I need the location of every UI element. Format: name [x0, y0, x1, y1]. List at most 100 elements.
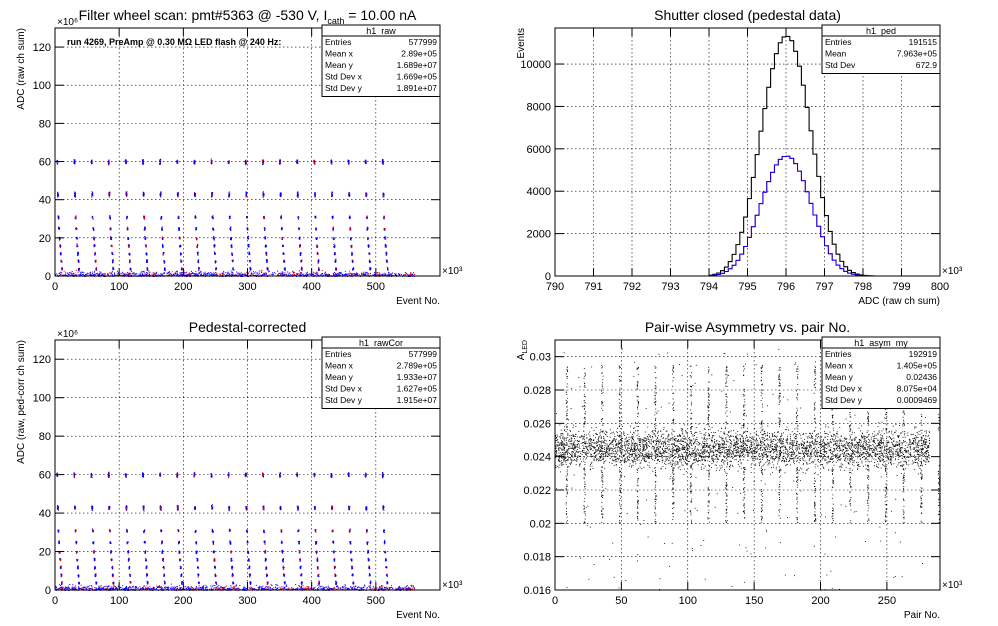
data-point — [74, 159, 76, 161]
data-point — [126, 542, 128, 544]
data-point — [93, 236, 95, 238]
data-point — [281, 273, 283, 275]
data-point — [288, 274, 290, 276]
data-point — [94, 254, 96, 256]
data-point — [414, 273, 416, 275]
data-point — [162, 273, 164, 275]
data-point — [108, 159, 110, 161]
data-point — [227, 160, 229, 162]
data-point — [84, 274, 86, 276]
data-point — [210, 273, 212, 275]
data-point — [381, 273, 383, 275]
data-point — [278, 274, 280, 276]
data-point — [264, 236, 266, 238]
data-point — [384, 274, 386, 276]
data-point — [68, 272, 70, 274]
data-point — [193, 274, 195, 276]
data-point — [288, 272, 290, 274]
data-point — [248, 246, 250, 248]
data-point — [204, 272, 206, 274]
data-point — [219, 274, 221, 276]
data-point — [57, 505, 59, 508]
data-point — [155, 273, 157, 275]
data-point — [299, 238, 301, 240]
data-point — [77, 566, 79, 568]
data-point — [57, 192, 59, 195]
data-point — [180, 259, 182, 261]
data-point — [299, 244, 301, 246]
data-point — [313, 159, 316, 161]
data-point — [168, 271, 170, 273]
data-point — [410, 273, 412, 275]
data-point — [180, 273, 182, 275]
data-point — [262, 195, 264, 197]
data-point — [144, 235, 146, 238]
data-point — [317, 262, 319, 264]
data-point — [87, 272, 89, 274]
data-point — [211, 216, 213, 218]
data-point — [177, 195, 179, 198]
data-point — [356, 273, 358, 275]
data-point — [129, 259, 131, 262]
data-point — [160, 216, 162, 218]
data-point — [255, 271, 257, 273]
data-point — [60, 565, 62, 567]
data-point — [384, 229, 386, 231]
data-point — [261, 271, 263, 273]
data-point — [108, 508, 111, 510]
data-point — [90, 274, 92, 276]
data-point — [163, 567, 165, 569]
data-point — [378, 274, 380, 276]
data-point — [197, 272, 199, 274]
data-point — [198, 267, 200, 269]
data-point — [200, 271, 202, 273]
data-point — [364, 161, 366, 163]
data-point — [231, 274, 233, 276]
x-tick-label: 400 — [302, 281, 320, 293]
data-point — [57, 530, 59, 532]
data-point — [99, 271, 101, 273]
data-point — [266, 261, 268, 263]
data-point — [112, 259, 114, 261]
data-point — [244, 162, 246, 164]
data-point — [225, 272, 227, 274]
data-point — [197, 252, 199, 254]
data-point — [292, 274, 294, 276]
data-point — [77, 260, 80, 262]
x-tick-label: 793 — [661, 281, 679, 293]
data-point — [386, 253, 388, 255]
data-point — [176, 272, 178, 274]
data-point — [108, 195, 110, 197]
data-point — [264, 245, 267, 247]
data-point — [74, 505, 76, 507]
data-point — [365, 162, 367, 164]
data-point — [159, 163, 161, 165]
data-point — [142, 163, 145, 165]
data-point — [384, 245, 387, 247]
data-point — [184, 272, 186, 274]
data-point — [362, 274, 364, 276]
data-point — [389, 273, 391, 275]
data-point — [124, 274, 126, 276]
data-point — [59, 559, 61, 561]
data-point — [228, 193, 230, 195]
data-point — [61, 575, 63, 577]
data-point — [93, 552, 95, 554]
data-point — [243, 273, 245, 275]
data-point — [128, 253, 130, 255]
data-point — [287, 271, 289, 273]
data-point — [208, 273, 210, 275]
data-point — [161, 530, 163, 533]
data-point — [282, 272, 284, 274]
data-point — [80, 272, 82, 274]
data-point — [263, 194, 265, 196]
data-point — [247, 272, 249, 274]
data-point — [213, 251, 216, 253]
data-point — [385, 273, 387, 275]
data-point — [298, 227, 300, 229]
data-point — [112, 575, 114, 577]
data-point — [374, 271, 376, 273]
data-point — [141, 270, 143, 272]
stats-row-label: Entries — [825, 37, 851, 47]
data-point — [284, 273, 286, 275]
